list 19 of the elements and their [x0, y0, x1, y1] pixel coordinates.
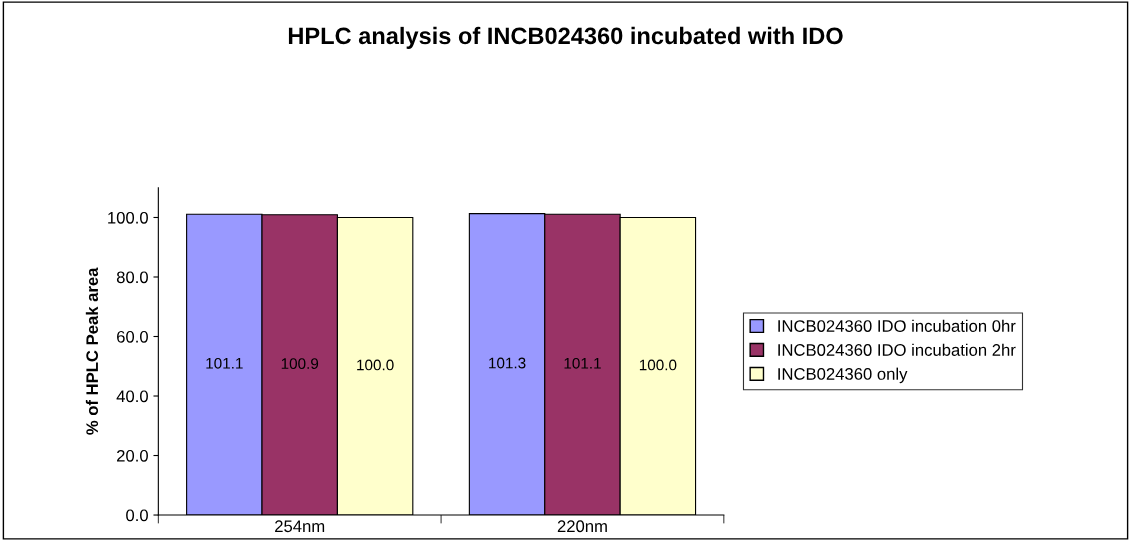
y-axis-title: % of HPLC Peak area: [85, 267, 99, 435]
chart-title: HPLC analysis of INCB024360 incubated with IDO: [288, 26, 843, 49]
legend-label: INCB024360 IDO incubation 0hr: [778, 319, 1016, 332]
legend-label: INCB024360 IDO incubation 2hr: [778, 343, 1016, 356]
data-label: 101.1: [564, 357, 601, 369]
x-tick-label: 254nm: [275, 520, 325, 533]
data-label: 100.0: [357, 359, 394, 371]
y-tick-label: 60.0: [117, 330, 148, 343]
legend-label: INCB024360 only: [778, 367, 908, 384]
y-tick-label: 0.0: [126, 509, 148, 522]
data-label: 101.3: [489, 357, 526, 369]
y-tick-label: 100.0: [108, 211, 148, 224]
data-label: 100.0: [639, 359, 677, 371]
y-tick-label: 20.0: [117, 449, 148, 462]
y-tick-label: 40.0: [116, 390, 148, 403]
data-label: 100.9: [281, 358, 319, 370]
data-label: 101.1: [206, 357, 243, 369]
x-tick-label: 220nm: [557, 520, 607, 533]
y-tick-label: 80.0: [116, 271, 148, 284]
